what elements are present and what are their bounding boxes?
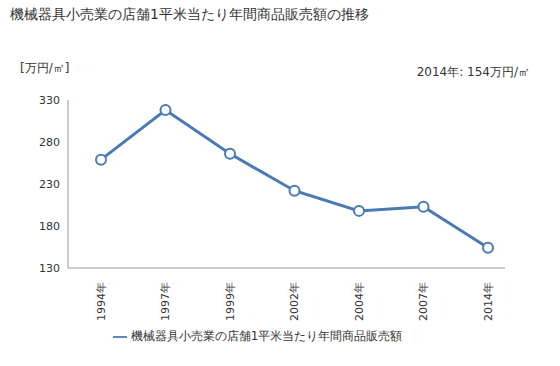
svg-text:330: 330 [39, 94, 60, 107]
svg-text:130: 130 [39, 262, 60, 275]
html-text:2014年: 154万円/㎡: 2014年: 154万円/㎡ [416, 65, 530, 79]
svg-text:2014年: 2014年 [482, 282, 495, 321]
svg-text:2004年: 2004年 [353, 282, 366, 321]
html-text:[万円/㎡]: [万円/㎡] [20, 61, 70, 75]
html-text:機械器具小売業の店舗1平米当たり年間商品販売額の推移: 機械器具小売業の店舗1平米当たり年間商品販売額の推移 [10, 6, 369, 22]
svg-text:2007年: 2007年 [417, 282, 430, 321]
svg-text:1994年: 1994年 [95, 282, 108, 321]
svg-text:1999年: 1999年 [224, 282, 237, 321]
svg-text:180: 180 [39, 220, 60, 233]
svg-text:1997年: 1997年 [159, 282, 172, 321]
svg-text:230: 230 [39, 178, 60, 191]
svg-text:2002年: 2002年 [288, 282, 301, 321]
svg-text:280: 280 [39, 136, 60, 149]
html-text:機械器具小売業の店舗1平米当たり年間商品販売額: 機械器具小売業の店舗1平米当たり年間商品販売額 [130, 329, 403, 343]
